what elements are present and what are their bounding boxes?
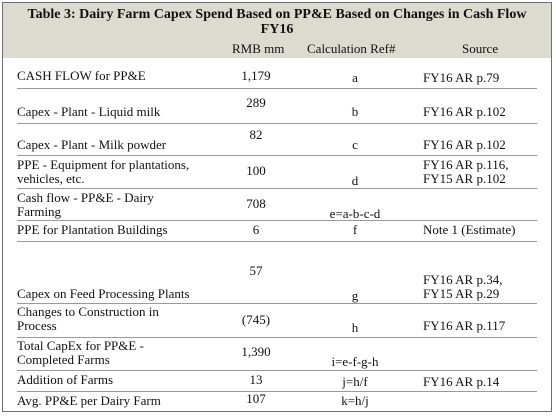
row-ref: f [352,222,358,237]
row-source: Note 1 (Estimate) [423,222,516,237]
row-value: 57 [249,263,263,278]
row-label: Avg. PP&E per Dairy Farm [17,393,161,408]
row-value: 13 [249,372,263,387]
row-label: Capex - Plant - Milk powder [17,137,167,152]
row-label-line1: PPE - Equipment for plantations, [17,157,190,172]
row-source: FY16 AR p.14 [423,374,500,389]
row-ref: d [351,173,359,188]
row-source: FY16 AR p.79 [423,70,500,85]
row-value: 708 [246,196,266,211]
row-value: 82 [249,127,263,142]
row-ref: k=h/j [341,393,369,408]
row-ref: a [352,70,358,85]
row-source-line1: FY16 AR p.34, [423,272,503,287]
row-label: Capex - Plant - Liquid milk [17,104,161,119]
row-source: FY16 AR p.102 [423,137,506,152]
row-label-line1: Total CapEx for PP&E - [17,338,144,353]
row-value: 1,390 [241,344,271,359]
row-divider [17,188,537,189]
row-label: Capex on Feed Processing Plants [17,286,190,301]
row-label-line2: Completed Farms [17,352,110,367]
row-divider [17,88,537,89]
row-source-line2: FY15 AR p.29 [423,286,500,301]
column-header-source: Source [462,41,499,56]
row-divider [17,241,537,242]
row-value: 289 [246,95,266,110]
row-value: 107 [246,391,266,406]
row-value: 6 [252,222,260,237]
column-header-value: RMB mm [232,41,285,56]
column-header-ref: Calculation Ref# [307,41,396,56]
row-divider [17,155,537,156]
row-label-line2: Farming [17,204,62,219]
row-label-line2: Process [17,318,57,333]
row-ref: g [351,288,359,303]
table-title-year: FY16 [260,22,294,37]
row-ref: h [351,320,359,335]
row-label-line2: vehicles, etc. [17,171,85,186]
row-source-line1: FY16 AR p.116, [423,157,509,172]
row-source: FY16 AR p.102 [423,104,506,119]
row-ref: i=e-f-g-h [331,354,379,369]
row-divider [17,337,537,338]
row-value: (745) [241,312,271,327]
table-frame: Table 3: Dairy Farm Capex Spend Based on… [2,2,552,412]
row-divider [17,370,537,371]
row-ref: c [352,137,358,152]
table-title: Table 3: Dairy Farm Capex Spend Based on… [27,7,527,22]
row-value: 1,179 [241,68,271,83]
row-ref: b [351,104,359,119]
row-label-line1: Cash flow - PP&E - Dairy [17,190,154,205]
row-source-line2: FY15 AR p.102 [423,171,506,186]
row-label: CASH FLOW for PP&E [17,68,146,83]
row-divider [17,123,537,124]
row-divider [17,220,537,221]
row-divider [17,303,537,304]
row-label: PPE for Plantation Buildings [17,222,168,237]
row-divider [17,391,537,392]
row-label-line1: Changes to Construction in [17,304,159,319]
row-label: Addition of Farms [17,372,114,387]
row-ref: e=a-b-c-d [329,206,381,221]
table-header: Table 3: Dairy Farm Capex Spend Based on… [3,3,551,58]
row-ref: j=h/f [342,374,368,389]
row-source: FY16 AR p.117 [423,318,506,333]
row-value: 100 [246,163,266,178]
